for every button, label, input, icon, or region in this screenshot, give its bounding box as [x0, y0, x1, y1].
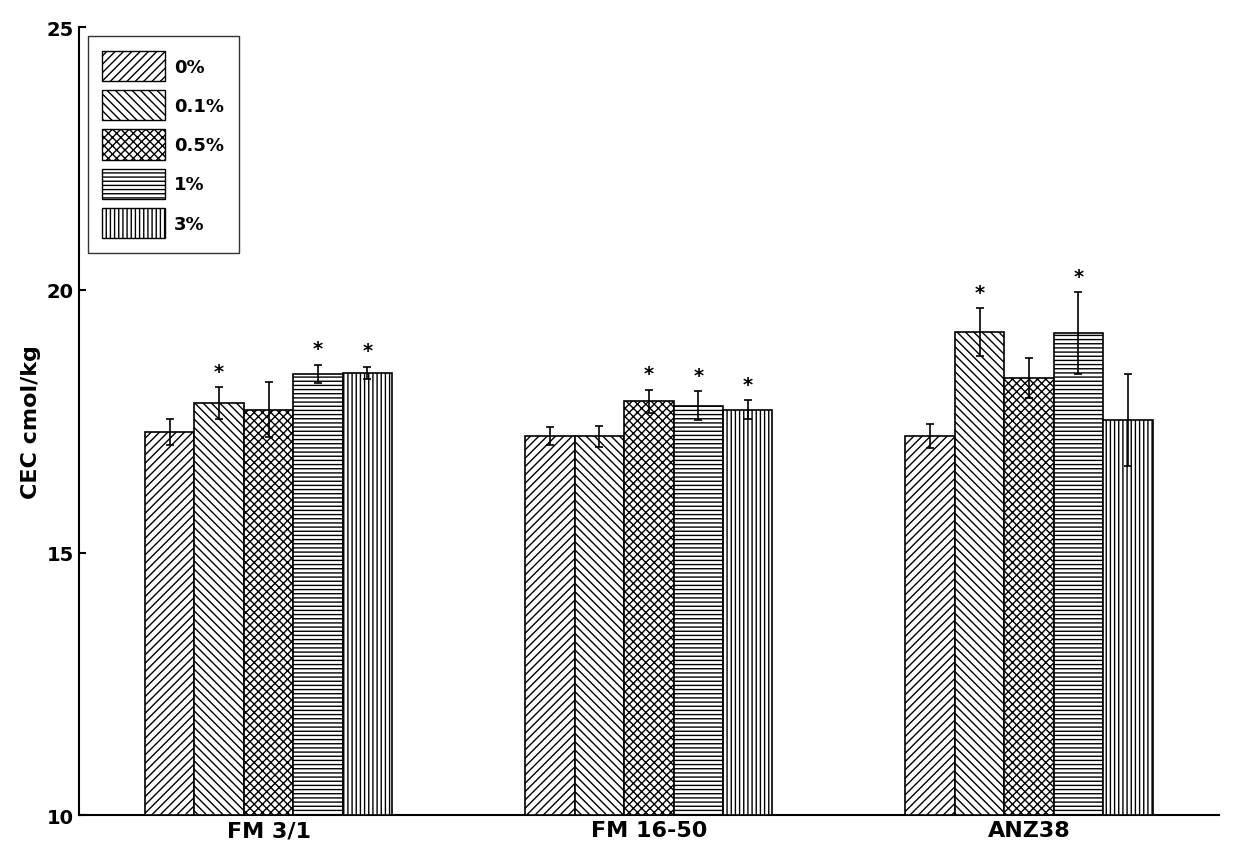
- Bar: [673, 406, 723, 815]
- Bar: [526, 437, 574, 815]
- Text: *: *: [693, 366, 703, 385]
- Bar: [1004, 379, 1054, 815]
- Bar: [1054, 334, 1104, 815]
- Y-axis label: CEC cmol/kg: CEC cmol/kg: [21, 345, 41, 499]
- Bar: [244, 411, 294, 815]
- Bar: [905, 437, 955, 815]
- Bar: [195, 404, 244, 815]
- Text: *: *: [362, 342, 372, 361]
- Text: *: *: [975, 284, 985, 303]
- Text: *: *: [312, 340, 324, 359]
- Bar: [1104, 421, 1153, 815]
- Bar: [955, 332, 1004, 815]
- Bar: [624, 402, 673, 815]
- Bar: [574, 437, 624, 815]
- Bar: [145, 432, 195, 815]
- Text: *: *: [215, 362, 224, 381]
- Text: *: *: [644, 365, 653, 384]
- Text: *: *: [743, 375, 753, 394]
- Legend: 0%, 0.1%, 0.5%, 1%, 3%: 0%, 0.1%, 0.5%, 1%, 3%: [88, 37, 238, 253]
- Bar: [342, 374, 392, 815]
- Bar: [294, 375, 342, 815]
- Bar: [723, 411, 773, 815]
- Text: *: *: [1074, 268, 1084, 287]
